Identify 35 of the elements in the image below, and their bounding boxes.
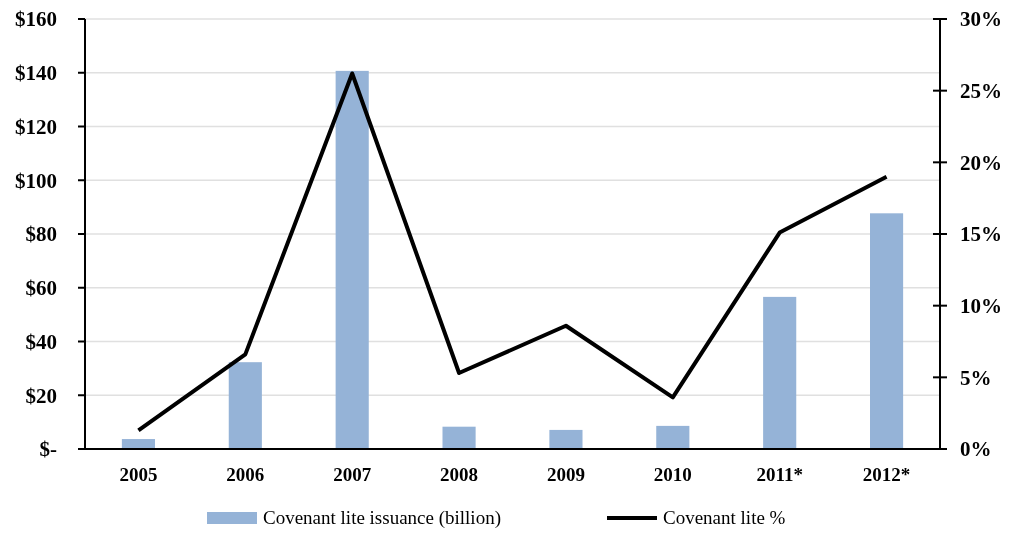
legend-label: Covenant lite issuance (billion)	[263, 507, 501, 529]
bar	[442, 426, 476, 449]
bar	[549, 429, 583, 449]
y2-tick-label: 10%	[960, 294, 1002, 319]
x-tick-label: 2010	[653, 464, 692, 485]
y2-tick-label: 20%	[960, 150, 1002, 175]
x-tick-label: 2005	[119, 464, 158, 485]
y-tick-label: $120	[15, 114, 57, 139]
line-series	[136, 71, 889, 433]
x-tick-label: 2012*	[862, 464, 911, 485]
x-tick-label: 2006	[226, 464, 265, 485]
bar	[656, 425, 690, 449]
x-tick-label: 2007	[333, 464, 372, 485]
x-tick-label: 2008	[440, 464, 479, 485]
y-tick-label: $60	[25, 276, 57, 301]
y-tick-label: $-	[39, 437, 57, 462]
y2-tick-label: 30%	[960, 7, 1002, 32]
y-tick-label: $100	[15, 168, 57, 193]
bar	[228, 362, 262, 449]
y-tick-label: $140	[15, 61, 57, 86]
y2-tick-label: 0%	[960, 437, 992, 462]
y-tick-label: $40	[25, 329, 57, 354]
y-tick-label: $160	[15, 7, 57, 32]
y2-tick-label: 25%	[960, 79, 1002, 104]
y-tick-label: $80	[25, 222, 57, 247]
bar	[121, 439, 155, 449]
x-tick-label: 2009	[546, 464, 585, 485]
bar	[870, 213, 904, 449]
y2-tick-label: 15%	[960, 222, 1002, 247]
y2-tick-label: 5%	[960, 365, 992, 390]
bar	[763, 296, 797, 449]
legend-label: Covenant lite %	[663, 507, 786, 528]
y-tick-label: $20	[25, 383, 57, 408]
bar	[335, 70, 369, 449]
x-tick-label: 2011*	[756, 464, 803, 485]
